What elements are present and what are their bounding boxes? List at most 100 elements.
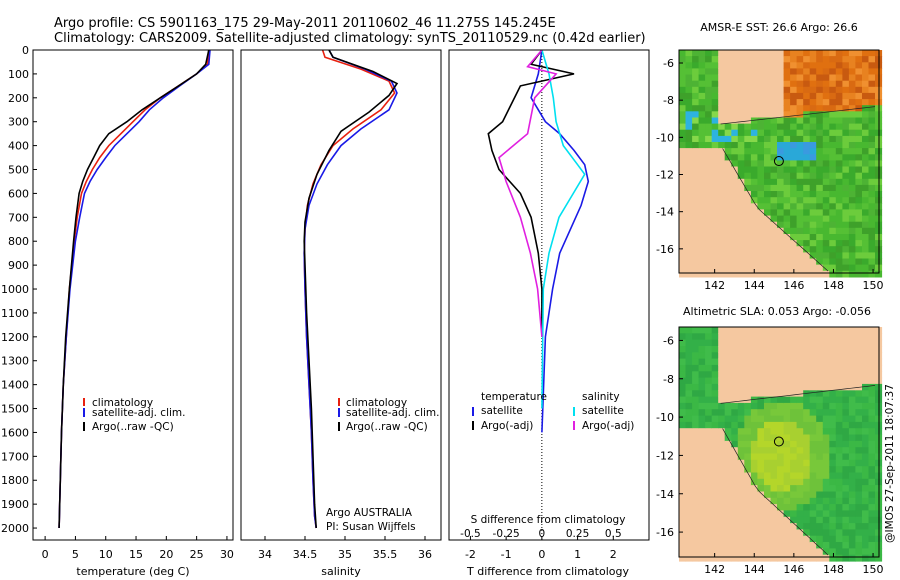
map-cell [685,510,693,518]
map-cell [711,172,719,180]
map-cell [790,197,798,204]
map-cell [835,491,843,499]
map-cell [829,472,837,480]
map-cell [724,191,732,198]
map-cell [790,383,798,391]
map-cell [777,415,785,423]
map-cell [685,105,693,112]
map-cell [822,478,830,486]
map-cell [809,264,817,272]
map-cell [816,80,824,88]
map-cell [724,428,732,436]
map-cell [796,203,804,210]
map-cell [862,68,870,76]
map-cell [777,523,785,530]
map-cell [692,447,700,455]
map-cell [757,203,765,210]
map-cell [764,358,772,366]
map-cell [829,548,837,556]
map-cell [737,510,745,518]
map-cell [718,390,726,398]
map-cell [750,160,758,168]
map-cell [855,227,863,235]
lat-tick-label: -6 [663,334,674,347]
map-cell [822,472,830,480]
map-cell [829,396,837,404]
map-cell [764,105,772,112]
map-cell [692,535,700,543]
map-cell [705,491,713,499]
map-cell [835,264,843,272]
map-cell [777,62,785,69]
map-cell [724,478,732,486]
s-tick-label: 0.5 [605,528,622,540]
map-cell [705,252,713,260]
map-cell [822,184,830,192]
map-cell [679,346,687,353]
map-cell [692,358,700,366]
map-cell [692,227,700,235]
map-cell [679,364,687,372]
map-cell [757,160,765,168]
map-cell [718,497,726,505]
map-cell [777,339,785,347]
map-cell [718,396,726,404]
map-cell [757,197,765,204]
map-cell [724,270,732,278]
map-cell [731,333,739,341]
map-cell [803,346,811,353]
map-cell [829,135,837,143]
map-cell [783,554,791,562]
map-cell [777,197,785,204]
map-cell [764,135,772,143]
map-cell [855,191,863,198]
map-cell [718,154,726,161]
map-cell [764,377,772,385]
map-cell [855,535,863,543]
map-cell [783,440,791,448]
map-cell [705,258,713,266]
map-cell [744,491,752,499]
map-cell [698,523,706,530]
map-cell [803,504,811,511]
map-cell [809,548,817,556]
map-cell [829,86,837,94]
map-cell [809,472,817,480]
map-cell [757,415,765,423]
map-cell [750,154,758,161]
map-cell [692,99,700,106]
map-cell [803,56,811,63]
map-cell [692,74,700,82]
map-cell [816,240,824,247]
map-cell [816,371,824,379]
map-cell [803,203,811,210]
map-cell [783,529,791,537]
map-cell [692,434,700,442]
map-cell [868,434,876,442]
map-cell [822,135,830,143]
map-cell [822,491,830,499]
map-cell [757,504,765,511]
map-cell [705,92,713,100]
map-cell [777,74,785,82]
map-cell [750,258,758,266]
map-cell [809,396,817,404]
map-cell [750,105,758,112]
map-cell [809,221,817,229]
map-cell [783,135,791,143]
map-cell [770,554,778,562]
map-cell [796,333,804,341]
map-cell [822,371,830,379]
map-cell [868,523,876,530]
map-cell [685,440,693,448]
map-cell [750,142,758,149]
map-cell [848,409,856,417]
map-cell [848,352,856,360]
lon-tick-label: 142 [704,279,725,292]
map-cell [783,364,791,372]
map-cell [711,377,719,385]
map-cell [855,148,863,155]
map-cell [868,111,876,118]
difference-legend-t-argo: Argo(-adj) [481,420,533,432]
map-cell [809,358,817,366]
